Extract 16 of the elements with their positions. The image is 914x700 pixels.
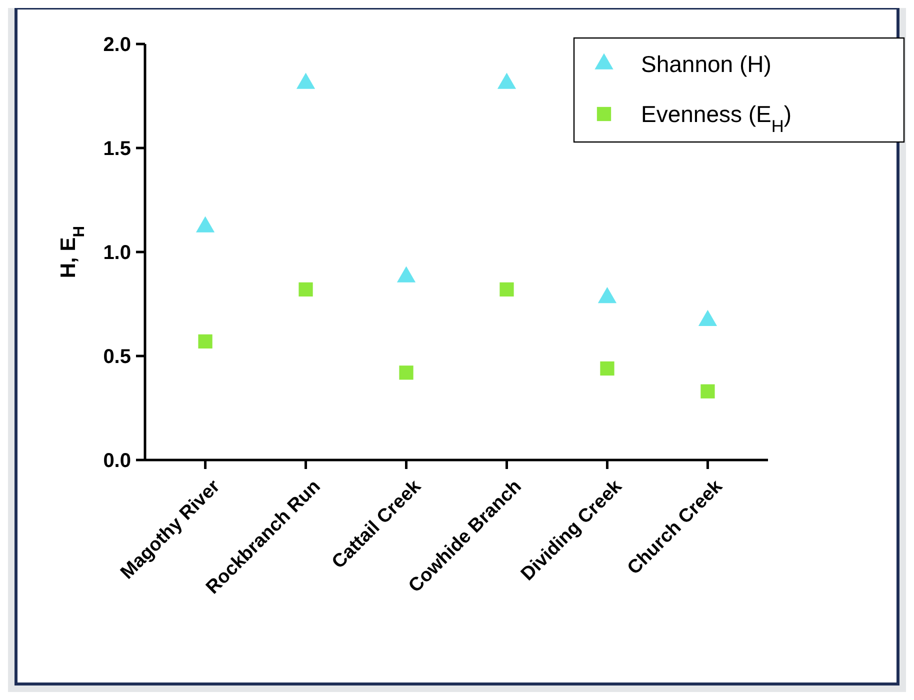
y-tick-label: 0.5 (103, 346, 131, 368)
y-tick-label: 1.0 (103, 242, 131, 264)
point (198, 334, 212, 349)
point (497, 72, 516, 89)
point (600, 361, 614, 376)
point (700, 384, 715, 398)
legend-label: Shannon (H) (641, 51, 772, 78)
legend-label: Evenness (E$_{H}$) (641, 101, 792, 136)
point (298, 282, 313, 297)
point (196, 216, 215, 232)
y-tick-label: 2.0 (103, 34, 131, 56)
y-tick-label: 0.0 (103, 450, 131, 472)
point (296, 72, 316, 89)
point (399, 366, 414, 380)
point (500, 282, 514, 297)
y-tick-label: 1.5 (103, 138, 131, 160)
